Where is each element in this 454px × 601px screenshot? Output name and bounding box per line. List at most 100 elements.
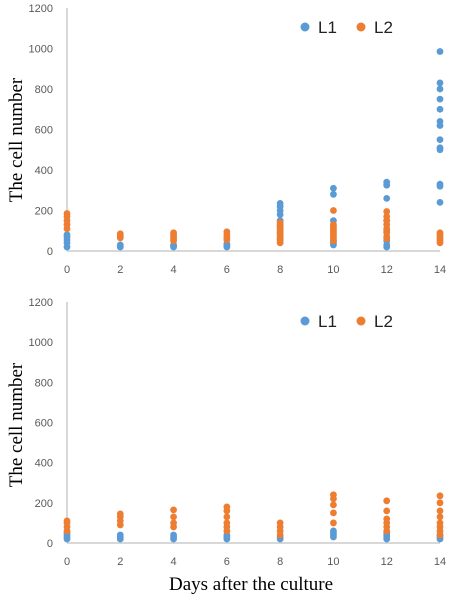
y-axis-title: The cell number [6,362,27,487]
data-point-l1 [63,231,71,239]
legend: L1 L2 [300,18,393,37]
legend: L1 L2 [300,312,393,331]
data-point-l1 [170,531,177,539]
x-tick-label: 2 [117,264,123,276]
legend-label-l1: L1 [318,18,337,37]
x-tick-label: 14 [434,264,446,276]
y-tick-label: 600 [35,125,53,137]
x-tick-label: 8 [277,556,283,568]
data-point-l2 [63,210,71,217]
data-point-l2 [223,519,231,527]
data-points [63,48,444,251]
top-chart-panel: The cell number L1 L2 0 200 400 600 800 1000 1… [6,3,446,276]
x-axis-title: Days after the culture [169,574,333,595]
x-tick-label: 4 [171,556,177,568]
data-point-l2 [383,515,391,523]
x-tick-label: 6 [224,264,230,276]
y-tick-label: 400 [35,165,53,177]
data-point-l1 [116,241,124,249]
data-points [63,491,444,543]
x-tick-label: 4 [171,264,177,276]
legend-label-l2: L2 [374,312,393,331]
y-tick-label: 1000 [29,337,53,349]
data-point-l2 [383,497,391,505]
x-tick-label: 6 [224,556,230,568]
data-point-l2 [63,517,71,525]
data-point-l1 [436,136,444,144]
data-point-l1 [330,527,337,535]
data-point-l1 [276,200,284,207]
x-tick-label: 10 [327,556,339,568]
legend-label-l1: L1 [318,312,337,331]
data-point-l2 [170,513,177,521]
legend-marker-l2 [356,316,366,326]
x-tick-labels: 0 2 4 6 8 10 12 14 [64,264,446,276]
data-point-l1 [436,79,444,87]
data-point-l2 [330,501,337,509]
data-point-l2 [223,513,231,521]
data-point-l2 [383,208,391,215]
y-tick-label: 0 [47,538,53,550]
data-point-l1 [436,199,444,206]
data-point-l2 [116,510,124,518]
y-tick-labels: 0 200 400 600 800 1000 1200 [29,3,53,258]
data-point-l2 [436,513,444,521]
data-point-l2 [436,492,444,500]
data-point-l2 [116,230,124,238]
data-point-l1 [436,180,444,188]
data-point-l2 [383,213,391,220]
y-tick-label: 1000 [29,44,53,56]
x-tick-label: 2 [117,556,123,568]
y-tick-label: 600 [35,418,53,430]
y-tick-labels: 0 200 400 600 800 1000 1200 [29,297,53,550]
data-point-l2 [383,507,391,515]
x-tick-label: 12 [381,264,393,276]
data-point-l2 [330,221,337,229]
legend-marker-l1 [300,22,310,32]
data-point-l2 [276,219,284,227]
data-point-l2 [330,207,337,214]
bottom-chart-panel: The cell number L1 L2 0 200 400 600 800 1000 1… [6,297,446,568]
y-tick-label: 800 [35,377,53,389]
data-point-l1 [436,144,444,152]
data-point-l2 [330,519,337,527]
data-point-l1 [436,85,444,93]
data-point-l1 [330,190,337,198]
y-axis-title: The cell number [6,77,27,202]
x-tick-label: 8 [277,264,283,276]
y-tick-label: 200 [35,206,53,218]
data-point-l1 [436,95,444,103]
legend-marker-l2 [356,22,366,32]
data-point-l1 [436,105,444,113]
y-tick-label: 400 [35,458,53,470]
x-tick-label: 0 [64,556,70,568]
data-point-l2 [330,491,337,499]
data-point-l1 [116,531,124,539]
x-tick-label: 12 [381,556,393,568]
y-tick-label: 1200 [29,297,53,309]
data-point-l2 [436,229,444,237]
y-tick-label: 200 [35,498,53,510]
data-point-l1 [383,178,391,186]
data-point-l2 [436,499,444,507]
y-tick-label: 800 [35,84,53,96]
data-point-l1 [436,48,444,55]
data-point-l1 [330,184,337,192]
legend-marker-l1 [300,316,310,326]
data-point-l2 [436,507,444,515]
data-point-l1 [383,194,391,202]
x-tick-label: 10 [327,264,339,276]
y-tick-label: 1200 [29,3,53,15]
data-point-l2 [223,228,231,236]
data-point-l2 [170,506,177,514]
data-point-l2 [223,503,231,511]
legend-label-l2: L2 [374,18,393,37]
data-point-l2 [276,519,284,527]
data-point-l2 [170,519,177,527]
x-tick-label: 0 [64,264,70,276]
x-tick-labels: 0 2 4 6 8 10 12 14 [64,556,446,568]
data-point-l2 [330,509,337,517]
data-point-l1 [436,118,444,125]
data-point-l2 [170,229,177,237]
x-tick-label: 14 [434,556,446,568]
